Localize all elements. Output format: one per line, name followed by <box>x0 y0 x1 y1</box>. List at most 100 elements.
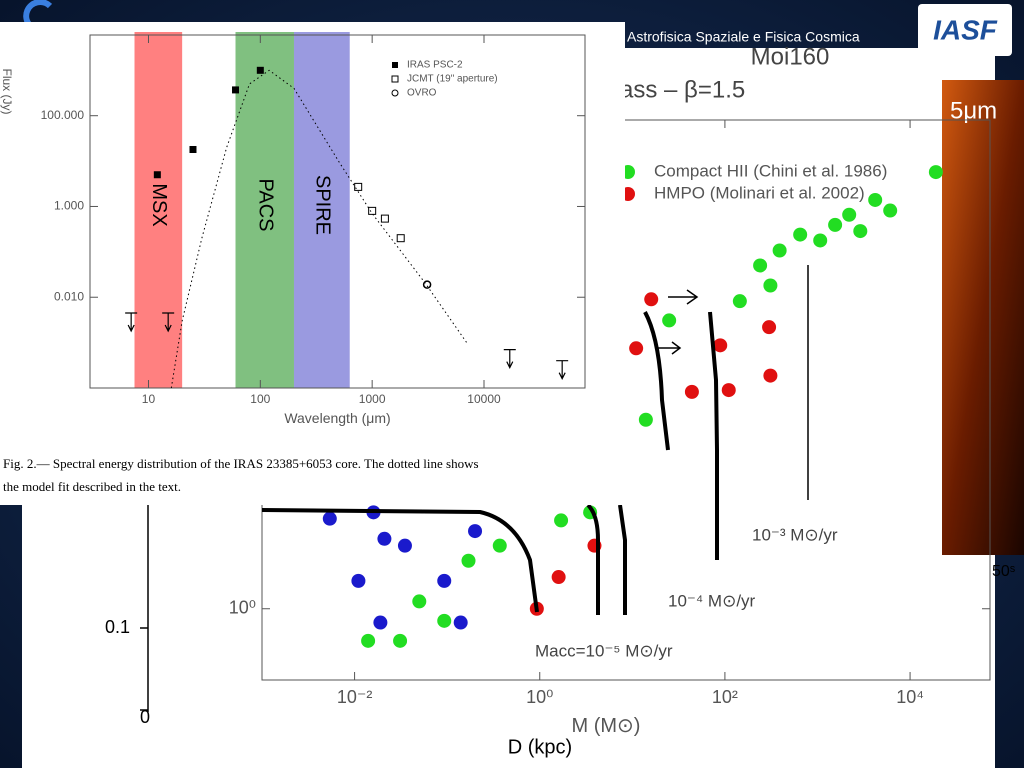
legend-label: Compact HII (Chini et al. 1986) <box>654 161 887 180</box>
point <box>762 320 777 335</box>
x-tick-label: 1000 <box>359 392 386 406</box>
legend-marker <box>391 89 399 97</box>
band-label: SPIRE <box>312 175 334 235</box>
arrow <box>658 289 699 355</box>
point <box>763 368 778 383</box>
lower-axis-tick: 0.1 <box>105 617 130 637</box>
upper-limit <box>125 312 138 333</box>
point <box>397 538 412 553</box>
y-tick-label: 100.000 <box>41 108 85 122</box>
x-tick-label: 10⁰ <box>526 687 553 707</box>
legend-label: HMPO (Molinari et al. 2002) <box>654 183 865 202</box>
point <box>721 383 736 398</box>
y-tick-label: 10⁰ <box>229 597 256 617</box>
point <box>396 234 405 243</box>
point <box>492 538 507 553</box>
institute: Astrofisica Spaziale e Fisica Cosmica <box>627 29 860 45</box>
point <box>412 594 427 609</box>
x-tick-label: 10⁻² <box>337 687 373 707</box>
upper-limit <box>162 312 175 333</box>
point <box>763 278 778 293</box>
point <box>380 214 389 223</box>
band-label: PACS <box>254 179 276 232</box>
point <box>368 206 377 215</box>
track <box>586 503 600 615</box>
sed-chart: MSX PACS SPIRE 10 100 1000 10000 100.000 1.000 0.… <box>0 32 586 426</box>
x-axis-label: Wavelength (μm) <box>284 410 390 426</box>
annotation: 10⁻³ M⊙/yr <box>752 525 838 544</box>
x-tick-label: 10² <box>712 687 738 707</box>
point <box>813 233 828 248</box>
point <box>842 207 857 222</box>
point <box>753 258 768 273</box>
side-image-corner: 50ˢ <box>992 563 1016 580</box>
point <box>551 570 566 585</box>
side-image <box>942 80 1024 555</box>
caption-line: the model fit described in the text. <box>3 479 181 494</box>
point <box>153 171 161 179</box>
point <box>868 192 883 207</box>
point <box>351 573 366 588</box>
point <box>322 511 337 526</box>
lower-axis-line <box>140 505 149 712</box>
x-tick-label: 10⁴ <box>896 687 924 707</box>
point <box>354 182 363 191</box>
lower-axis-tick: 0 <box>140 707 150 727</box>
chart-title: Moi160 <box>751 43 830 70</box>
upper-limit <box>556 360 569 381</box>
point <box>377 531 392 546</box>
legend-marker <box>392 62 398 68</box>
point <box>883 203 898 218</box>
y-axis-label: Flux (Jy) <box>0 69 14 115</box>
band <box>293 32 350 388</box>
plot-frame <box>89 34 586 389</box>
y-tick-label: 1.000 <box>54 199 84 213</box>
x-tick-label: 100 <box>250 392 270 406</box>
y-tick-label: 0.010 <box>54 289 84 303</box>
footer-date: e 2003 <box>940 743 983 759</box>
caption-line: Fig. 2.— Spectral energy distribution of… <box>3 456 479 471</box>
point <box>437 613 452 628</box>
legend-label: OVRO <box>407 88 437 99</box>
annotation: Macc=10⁻⁵ M⊙/yr <box>535 641 673 660</box>
band-label: MSX <box>148 183 170 226</box>
band <box>134 32 183 388</box>
band <box>235 32 294 388</box>
point <box>189 145 197 153</box>
point <box>828 217 843 232</box>
track <box>618 504 627 615</box>
point <box>644 292 659 307</box>
point <box>422 280 432 289</box>
model-line <box>170 69 468 389</box>
point <box>232 86 240 94</box>
point <box>793 227 808 242</box>
lower-axis-label: D (kpc) <box>508 736 572 758</box>
legend-marker <box>391 75 399 83</box>
annotation: 10⁻⁴ M⊙/yr <box>668 591 756 610</box>
point <box>461 553 476 568</box>
point <box>554 513 569 528</box>
point <box>713 338 728 353</box>
track <box>261 508 539 613</box>
x-axis-label: M (M⊙) <box>572 715 641 737</box>
logo: IASF <box>933 14 998 45</box>
point <box>732 294 747 309</box>
point <box>629 341 644 356</box>
point <box>684 384 699 399</box>
point <box>772 243 787 258</box>
point <box>853 224 868 239</box>
point <box>928 165 943 180</box>
point <box>453 615 468 630</box>
point <box>256 66 264 74</box>
point <box>662 313 677 328</box>
tracks <box>140 265 809 712</box>
point <box>373 615 388 630</box>
legend-label: JCMT (19" aperture) <box>407 74 498 85</box>
point <box>638 412 653 427</box>
point <box>361 633 376 648</box>
logo-box <box>918 4 1012 56</box>
legend-label: IRAS PSC-2 <box>407 60 463 71</box>
point <box>437 573 452 588</box>
